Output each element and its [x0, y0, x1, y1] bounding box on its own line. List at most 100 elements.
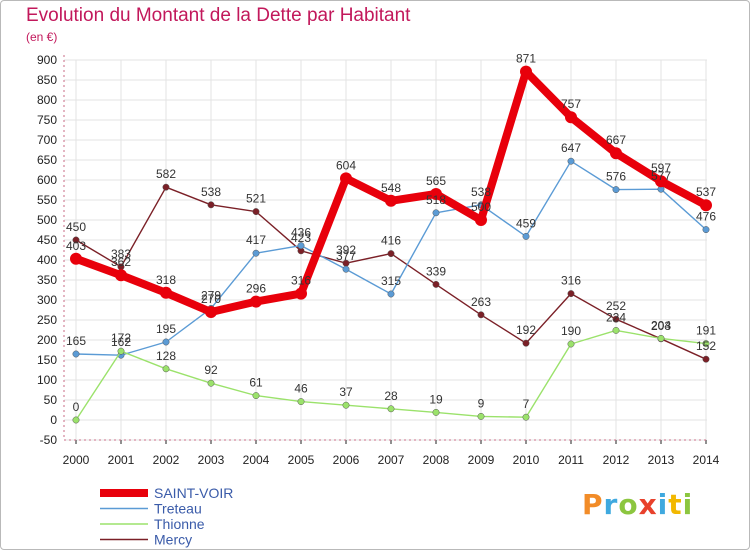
legend-label: Thionne: [154, 516, 205, 532]
x-tick-label: 2009: [468, 453, 495, 467]
y-tick-label: 50: [44, 393, 58, 407]
y-tick-label: 600: [37, 173, 57, 187]
data-point: [340, 172, 352, 185]
y-tick-label: 850: [37, 73, 57, 87]
proxiti-logo: Proxiti: [582, 488, 693, 521]
y-tick-label: 900: [37, 53, 57, 67]
data-label: 128: [156, 349, 176, 363]
data-point: [432, 209, 440, 217]
y-tick-label: 550: [37, 193, 57, 207]
data-label: 92: [204, 363, 218, 377]
data-label: 667: [606, 133, 626, 147]
x-tick-label: 2008: [423, 453, 450, 467]
x-tick-label: 2011: [558, 453, 584, 467]
data-label: 195: [156, 322, 176, 336]
y-tick-label: 0: [50, 413, 57, 427]
data-label: 538: [471, 185, 491, 199]
data-point: [162, 338, 170, 346]
data-point: [252, 392, 260, 400]
data-label: 538: [201, 185, 221, 199]
data-label: 172: [111, 331, 131, 345]
data-label: 152: [696, 339, 716, 353]
data-label: 204: [651, 318, 671, 332]
data-point: [162, 183, 170, 191]
x-tick-label: 2014: [693, 453, 720, 467]
data-label: 162: [111, 335, 131, 349]
data-point: [387, 250, 395, 258]
y-tick-label: 700: [37, 133, 57, 147]
data-point: [432, 408, 440, 416]
data-point: [520, 65, 532, 78]
data-point: [252, 208, 260, 216]
data-point: [250, 295, 262, 308]
data-point: [297, 398, 305, 406]
y-tick-label: 350: [37, 273, 57, 287]
legend-label: Treteau: [154, 501, 202, 517]
data-label: 500: [471, 200, 491, 214]
data-label: 392: [336, 243, 356, 257]
data-point: [702, 355, 710, 363]
data-label: 436: [291, 226, 311, 240]
data-label: 377: [336, 249, 356, 263]
data-label: 28: [384, 389, 398, 403]
logo-letter: i: [682, 488, 694, 521]
data-label: 37: [339, 385, 353, 399]
data-point: [567, 290, 575, 298]
data-label: 203: [651, 319, 671, 333]
y-tick-label: 750: [37, 113, 57, 127]
chart-title: Evolution du Montant de la Dette par Hab…: [26, 5, 411, 26]
data-point: [702, 340, 710, 348]
x-tick-label: 2004: [243, 453, 270, 467]
x-tick-label: 2001: [108, 453, 135, 467]
data-label: 362: [111, 255, 131, 269]
data-label: 0: [73, 400, 80, 414]
legend-label: Mercy: [154, 532, 192, 548]
data-label: 263: [471, 295, 491, 309]
logo-letter: P: [582, 488, 604, 521]
data-label: 9: [478, 396, 485, 410]
logo-letter: o: [618, 488, 639, 521]
data-label: 604: [336, 158, 356, 172]
data-label: 565: [426, 174, 446, 188]
y-tick-label: 650: [37, 153, 57, 167]
data-label: 252: [606, 299, 626, 313]
x-tick-label: 2000: [63, 453, 90, 467]
data-label: 647: [561, 141, 581, 155]
data-point: [612, 326, 620, 334]
x-tick-label: 2013: [648, 453, 675, 467]
data-label: 582: [156, 167, 176, 181]
data-label: 316: [291, 274, 311, 288]
data-label: 548: [381, 181, 401, 195]
data-point: [72, 236, 80, 244]
data-label: 279: [201, 288, 221, 302]
data-point: [475, 214, 487, 226]
logo-letter: i: [657, 488, 669, 521]
y-tick-label: 400: [37, 253, 57, 267]
x-tick-label: 2007: [378, 453, 405, 467]
data-point: [160, 286, 172, 299]
y-tick-label: 300: [37, 293, 57, 307]
data-point: [657, 334, 665, 342]
data-label: 576: [606, 170, 626, 184]
data-point: [72, 350, 80, 358]
data-label: 296: [246, 282, 266, 296]
logo-letter: x: [638, 488, 658, 521]
data-point: [610, 147, 622, 160]
data-point: [522, 413, 530, 421]
data-point: [387, 290, 395, 298]
data-point: [252, 249, 260, 257]
data-label: 7: [523, 397, 530, 411]
data-label: 383: [111, 247, 131, 261]
data-label: 597: [651, 161, 671, 175]
logo-letter: r: [603, 488, 619, 521]
logo-letter: t: [668, 488, 683, 521]
data-label: 757: [561, 97, 581, 111]
data-point: [477, 311, 485, 319]
data-point: [430, 188, 442, 200]
data-label: 318: [156, 273, 176, 287]
data-label: 190: [561, 324, 581, 338]
data-label: 871: [516, 52, 536, 66]
data-point: [612, 186, 620, 194]
data-point: [702, 226, 710, 234]
data-point: [477, 412, 485, 420]
